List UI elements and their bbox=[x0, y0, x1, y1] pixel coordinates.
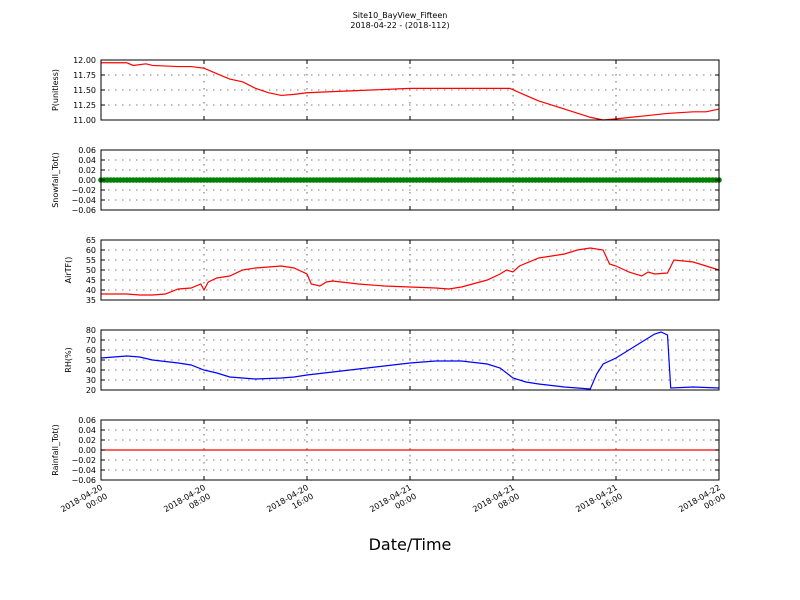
x-tick-label: 2018-04-2200:00 bbox=[677, 483, 727, 523]
x-tick-labels: 2018-04-2000:00 2018-04-2008:00 2018-04-20… bbox=[59, 483, 727, 523]
x-tick-label: 2018-04-2100:00 bbox=[368, 483, 418, 523]
series-line bbox=[100, 331, 720, 390]
x-axis-label: Date/Time bbox=[369, 535, 452, 554]
panel-1: 11.00 11.25 11.50 11.75 12.00 P(unitless) bbox=[51, 56, 720, 125]
y-tick-label: 70 bbox=[86, 336, 96, 345]
x-tick-label: 2018-04-2116:00 bbox=[574, 483, 624, 523]
y-tick-label: 35 bbox=[86, 296, 96, 305]
y-tick-label: 0.00 bbox=[78, 176, 96, 185]
chart-subtitle: 2018-04-22 - (2018-112) bbox=[350, 21, 449, 30]
y-tick-label: 40 bbox=[86, 286, 96, 295]
y-tick-label: −0.06 bbox=[71, 476, 96, 485]
panel-2: −0.06−0.04−0.020.000.020.040.06 Snowfall_… bbox=[51, 146, 722, 215]
y-tick-label: −0.02 bbox=[71, 186, 96, 195]
series-line bbox=[101, 247, 720, 296]
x-tick-label: 2018-04-2000:00 bbox=[59, 483, 109, 523]
y-axis-label: Snowfall_Tot() bbox=[51, 152, 60, 208]
panel-5: −0.06−0.04−0.020.000.020.040.06 Rainfall_… bbox=[51, 416, 720, 485]
x-tick-label: 2018-04-2016:00 bbox=[265, 483, 315, 523]
y-axis-label: P(unitless) bbox=[51, 69, 60, 111]
y-tick-label: 30 bbox=[86, 376, 96, 385]
y-tick-label: 50 bbox=[86, 356, 96, 365]
y-tick-label: 55 bbox=[86, 256, 96, 265]
y-tick-label: 60 bbox=[86, 246, 96, 255]
panels: 11.00 11.25 11.50 11.75 12.00 P(unitless) −0.0… bbox=[51, 56, 722, 485]
y-tick-label: 0.02 bbox=[78, 436, 96, 445]
y-tick-label: 20 bbox=[86, 386, 96, 395]
y-tick-label: 60 bbox=[86, 346, 96, 355]
y-tick-label: 65 bbox=[86, 236, 96, 245]
y-tick-label: 0.00 bbox=[78, 446, 96, 455]
y-axis-label: Rainfall_Tot() bbox=[51, 424, 60, 476]
y-axis-label: RH(%) bbox=[64, 347, 73, 372]
y-tick-label: 80 bbox=[86, 326, 96, 335]
y-tick-label: −0.06 bbox=[71, 206, 96, 215]
y-tick-label: 12.00 bbox=[73, 56, 96, 65]
y-tick-label: 11.50 bbox=[73, 86, 96, 95]
y-tick-label: 40 bbox=[86, 366, 96, 375]
y-tick-label: 0.04 bbox=[78, 426, 96, 435]
y-tick-label: −0.04 bbox=[71, 196, 96, 205]
x-tick-label: 2018-04-2008:00 bbox=[162, 483, 212, 523]
y-tick-label: 11.00 bbox=[73, 116, 96, 125]
y-tick-label: 50 bbox=[86, 266, 96, 275]
y-tick-label: 45 bbox=[86, 276, 96, 285]
y-tick-label: 0.02 bbox=[78, 166, 96, 175]
series-line bbox=[101, 62, 720, 121]
y-tick-label: 0.06 bbox=[78, 146, 96, 155]
y-tick-label: 11.75 bbox=[73, 71, 96, 80]
chart-title: Site10_BayView_Fifteen bbox=[353, 11, 448, 20]
y-tick-label: −0.02 bbox=[71, 456, 96, 465]
y-axis-label: AirTF() bbox=[64, 257, 73, 284]
y-tick-label: 11.25 bbox=[73, 101, 96, 110]
y-tick-label: 0.04 bbox=[78, 156, 96, 165]
y-tick-label: 0.06 bbox=[78, 416, 96, 425]
y-tick-label: −0.04 bbox=[71, 466, 96, 475]
x-tick-label: 2018-04-2108:00 bbox=[471, 483, 521, 523]
